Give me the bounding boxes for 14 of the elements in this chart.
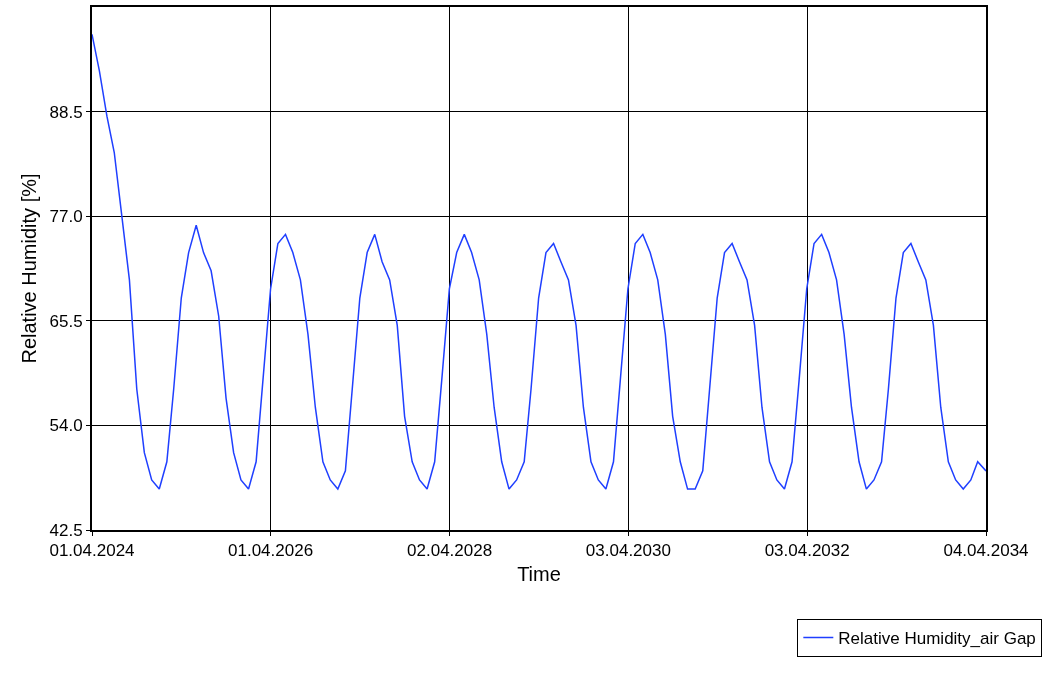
legend-label: Relative Humidity_air Gap [838,629,1036,649]
y-axis-title: Relative Humidity [%] [17,173,40,364]
y-tick-label: 54.0 [49,416,83,436]
x-tick-label: 04.04.2034 [943,541,1029,561]
x-tick-label: 03.04.2030 [585,541,671,561]
y-tick-label: 88.5 [49,102,83,122]
x-tick-label: 01.04.2024 [49,541,135,561]
y-tick-label: 42.5 [49,520,83,540]
x-tick-label: 03.04.2032 [764,541,850,561]
y-tick-label: 65.5 [49,311,83,331]
x-tick-label: 01.04.2026 [228,541,314,561]
x-tick-label: 02.04.2028 [407,541,493,561]
y-tick-label: 77.0 [49,207,83,227]
x-axis-title: Time [517,563,561,586]
